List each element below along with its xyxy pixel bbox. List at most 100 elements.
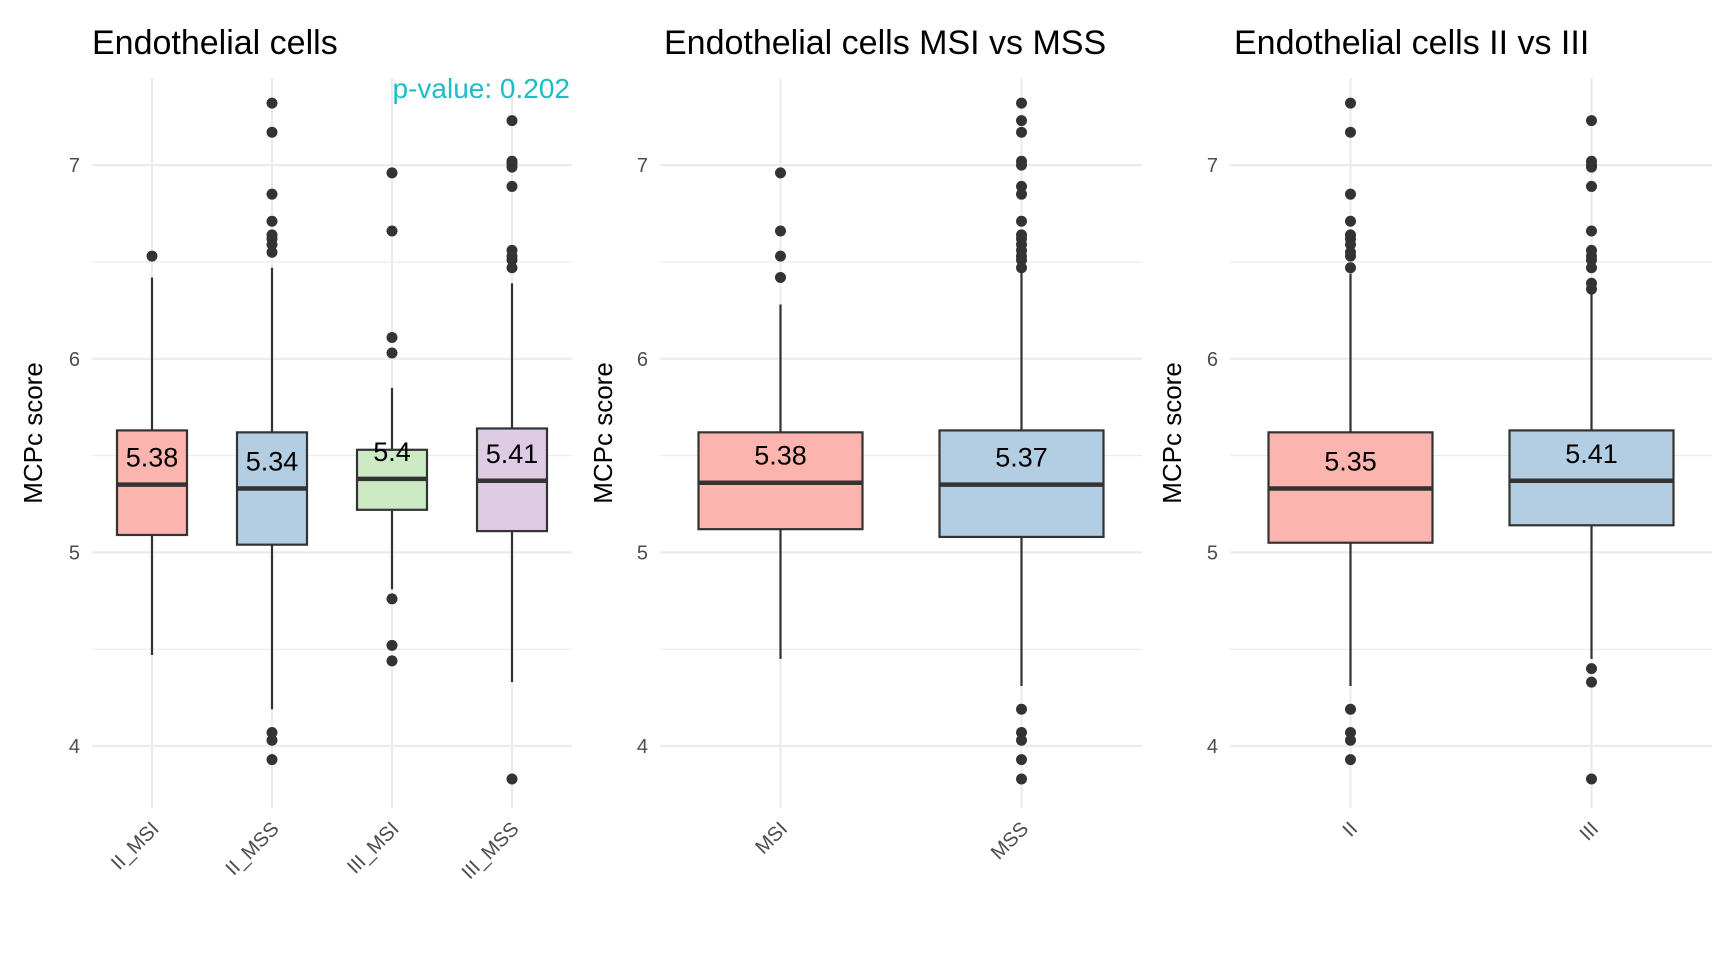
y-tick-label: 7 (69, 155, 80, 177)
box-II_MSI: 5.38 II_MSI (107, 250, 189, 874)
y-tick-label: 6 (637, 349, 648, 371)
outlier-point (266, 215, 278, 227)
outlier-point (1345, 703, 1356, 715)
outlier-point (1345, 726, 1356, 738)
outlier-point (1586, 254, 1597, 266)
median-value-label: 5.34 (246, 447, 299, 477)
outlier-point (1016, 115, 1027, 127)
outlier-point (1016, 773, 1027, 785)
outlier-point (506, 254, 518, 266)
median-value-label: 5.38 (126, 443, 179, 473)
outlier-point (1016, 126, 1027, 138)
outlier-point (1586, 663, 1597, 675)
box-rect (1508, 429, 1675, 527)
outlier-point (1016, 734, 1027, 746)
outlier-point (1586, 262, 1597, 274)
outlier-point (1016, 754, 1027, 766)
box-MSS: 5.37 MSS (938, 97, 1105, 864)
x-tick-label: III_MSS (458, 818, 524, 884)
outlier-point (266, 246, 278, 258)
y-axis-label: MCPc score (588, 362, 618, 504)
outlier-point (775, 271, 786, 283)
panel-3: 4 5 6 7 MCPc score Endothelial cells II vs II… (1157, 24, 1712, 845)
outlier-point (1345, 126, 1356, 138)
outlier-point (1016, 188, 1027, 200)
outlier-point (1016, 159, 1027, 171)
outlier-point (775, 167, 786, 179)
panel-2: 4 5 6 7 MCPc score Endothelial cells MSI vs M… (588, 24, 1142, 864)
outlier-point (266, 754, 278, 766)
box-II: 5.35 II (1267, 97, 1434, 841)
outlier-point (266, 188, 278, 200)
outlier-point (1016, 97, 1027, 109)
outlier-point (1016, 180, 1027, 192)
x-tick-label: II (1339, 818, 1362, 841)
outlier-point (1345, 239, 1356, 251)
outlier-point (506, 262, 518, 274)
outlier-point (386, 167, 398, 179)
outlier-point (1345, 215, 1356, 227)
panel-title: Endothelial cells II vs III (1234, 24, 1589, 62)
median-value-label: 5.38 (754, 441, 807, 471)
outlier-point (1345, 97, 1356, 109)
outlier-point (1345, 250, 1356, 262)
median-value-label: 5.41 (1565, 439, 1618, 469)
outlier-point (1586, 773, 1597, 785)
median-value-label: 5.37 (995, 443, 1048, 473)
outlier-point (1345, 734, 1356, 746)
y-tick-label: 6 (69, 349, 80, 371)
outlier-point (1586, 180, 1597, 192)
panel-title: Endothelial cells MSI vs MSS (664, 24, 1106, 62)
y-tick-label: 5 (637, 542, 648, 564)
y-axis-label: MCPc score (18, 362, 48, 504)
x-tick-label: II_MSS (222, 818, 284, 880)
y-tick-label: 6 (1207, 349, 1218, 371)
x-tick-label: MSS (987, 818, 1033, 864)
box-III_MSS: 5.41 III_MSS (458, 115, 549, 884)
outlier-point (1016, 215, 1027, 227)
outlier-point (146, 250, 158, 262)
box-II_MSS: 5.34 II_MSS (222, 97, 309, 880)
outlier-point (506, 773, 518, 785)
outlier-point (1345, 262, 1356, 274)
outlier-point (506, 115, 518, 127)
outlier-point (1345, 754, 1356, 766)
outlier-point (1586, 225, 1597, 237)
x-tick-label: III (1576, 818, 1603, 845)
y-tick-label: 4 (69, 736, 80, 758)
y-axis-label: MCPc score (1157, 362, 1187, 504)
x-tick-label: II_MSI (107, 818, 163, 874)
outlier-point (386, 639, 398, 651)
y-tick-label: 7 (1207, 155, 1218, 177)
outlier-point (266, 239, 278, 251)
outlier-point (386, 331, 398, 343)
outlier-point (386, 593, 398, 605)
outlier-point (1016, 254, 1027, 266)
y-tick-label: 4 (1207, 736, 1218, 758)
y-tick-label: 5 (1207, 542, 1218, 564)
outlier-point (386, 225, 398, 237)
outlier-point (1586, 161, 1597, 173)
outlier-point (1016, 262, 1027, 274)
box-III_MSI: 5.4 III_MSI (343, 167, 429, 878)
x-tick-label: III_MSI (343, 818, 403, 878)
y-tick-label: 4 (637, 736, 648, 758)
panel-title: Endothelial cells (92, 24, 338, 62)
outlier-point (386, 655, 398, 667)
outlier-point (266, 97, 278, 109)
x-tick-label: MSI (751, 818, 792, 859)
outlier-point (386, 347, 398, 359)
y-tick-label: 7 (637, 155, 648, 177)
panel-1: 4 5 6 7 MCPc score Endothelial cells p-value: … (18, 24, 572, 884)
median-value-label: 5.41 (486, 439, 539, 469)
outlier-point (506, 180, 518, 192)
outlier-point (266, 734, 278, 746)
outlier-point (1016, 703, 1027, 715)
median-value-label: 5.4 (373, 437, 411, 467)
outlier-point (266, 726, 278, 738)
outlier-point (266, 126, 278, 138)
outlier-point (775, 225, 786, 237)
median-value-label: 5.35 (1324, 447, 1377, 477)
